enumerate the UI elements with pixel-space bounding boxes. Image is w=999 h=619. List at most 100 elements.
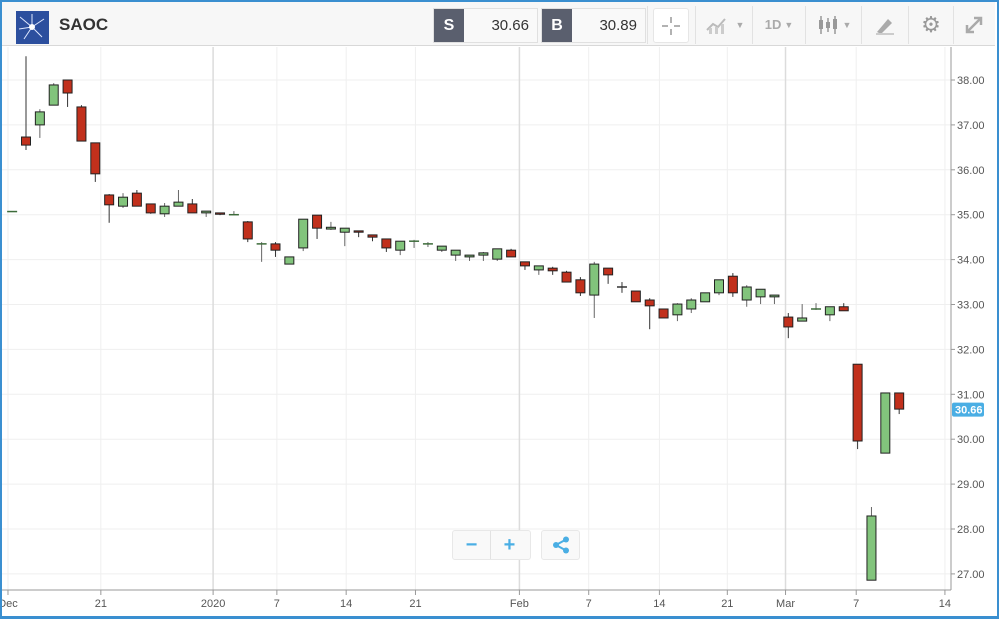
zoom-in-button[interactable]: + — [503, 533, 516, 556]
divider — [908, 6, 909, 44]
candle-body — [838, 306, 849, 312]
candle — [603, 267, 614, 284]
candle-body — [131, 192, 142, 207]
candle — [811, 303, 822, 310]
candle — [797, 304, 808, 322]
candle-body — [672, 303, 683, 316]
x-tick-label: 14 — [340, 598, 352, 610]
candle — [201, 210, 212, 217]
candle — [312, 214, 323, 239]
y-tick-label: 29.00 — [957, 479, 985, 491]
candle — [395, 240, 406, 256]
candle — [519, 261, 530, 270]
x-tick-label: 2020 — [201, 598, 225, 610]
toolbar: SAOC S 30.66 B 30.89 ▼ 1D ▼ ▼ ⚙ — [2, 2, 995, 46]
candle-body — [783, 316, 794, 328]
candle-body — [686, 299, 697, 310]
interval-label: 1D — [764, 17, 782, 32]
current-price-tag — [952, 402, 984, 417]
candle — [575, 277, 586, 296]
candle — [48, 83, 59, 106]
candle-body — [159, 205, 170, 215]
gear-icon: ⚙ — [921, 11, 941, 37]
candle — [21, 56, 31, 151]
candle — [242, 220, 253, 243]
candle — [492, 248, 503, 261]
x-tick-label: Feb — [510, 598, 529, 610]
symbol-name: SAOC — [59, 15, 109, 34]
candle-body — [90, 142, 101, 175]
y-tick-label: 34.00 — [957, 255, 985, 267]
current-price-label: 30.66 — [955, 405, 983, 417]
share-icon — [552, 536, 569, 554]
candle-body — [575, 279, 586, 294]
candle-body — [630, 290, 641, 303]
share-button[interactable] — [542, 531, 579, 559]
candle-body — [797, 317, 808, 322]
candle — [755, 288, 766, 305]
x-tick-label: 7 — [853, 598, 859, 610]
company-logo — [16, 11, 49, 44]
candle-body — [339, 227, 350, 233]
candle-body — [741, 286, 752, 301]
candle-body — [62, 79, 73, 94]
crosshair-icon — [662, 16, 680, 35]
crosshair-button[interactable] — [653, 8, 689, 43]
candle — [422, 242, 433, 248]
candle-style-button[interactable]: ▼ — [812, 8, 856, 41]
candle-body — [755, 288, 766, 298]
candle-body — [464, 254, 475, 258]
candle — [298, 218, 309, 252]
candle — [727, 273, 738, 297]
chart-type-button[interactable]: ▼ — [702, 8, 748, 41]
candle-body — [478, 252, 489, 256]
candle-body — [201, 210, 212, 214]
candle — [464, 254, 475, 261]
candle — [630, 290, 641, 303]
y-tick-label: 35.00 — [957, 210, 985, 222]
x-tick-label: Dec — [0, 598, 18, 610]
y-tick-label: 28.00 — [957, 524, 985, 536]
candle — [284, 256, 295, 265]
interval-button[interactable]: 1D ▼ — [758, 8, 800, 41]
candle — [741, 285, 752, 307]
candle-body — [118, 196, 129, 207]
x-tick-label: 21 — [409, 598, 421, 610]
candle-body — [519, 261, 530, 267]
sell-quote[interactable]: S 30.66 — [433, 8, 538, 43]
candle-body — [173, 201, 184, 207]
candle-body — [215, 212, 226, 215]
x-tick-label: 21 — [721, 598, 733, 610]
candle-body — [589, 263, 600, 296]
candle-body — [561, 271, 572, 283]
candle-body — [533, 265, 544, 271]
candle-body — [145, 203, 156, 214]
drawing-tools-button[interactable] — [868, 8, 902, 41]
candle — [894, 392, 905, 415]
candle-body — [547, 267, 558, 272]
candle-body — [492, 248, 503, 260]
expand-icon — [965, 16, 983, 33]
candle-body — [21, 136, 31, 146]
candle — [880, 392, 891, 454]
candle — [187, 198, 198, 214]
candle — [852, 363, 863, 450]
settings-button[interactable]: ⚙ — [914, 8, 948, 41]
divider — [861, 6, 862, 44]
y-tick-label: 27.00 — [957, 569, 985, 581]
buy-quote[interactable]: B 30.89 — [541, 8, 646, 43]
zoom-out-button[interactable]: − — [453, 531, 491, 559]
candle — [34, 109, 45, 138]
candle — [672, 303, 683, 322]
x-tick-label: 14 — [939, 598, 951, 610]
candle — [686, 298, 697, 314]
fullscreen-button[interactable] — [957, 8, 991, 41]
candle-body — [506, 249, 517, 258]
drawing-icon — [876, 18, 894, 35]
candle-body — [450, 249, 461, 256]
candle — [339, 227, 350, 247]
divider — [695, 6, 696, 44]
candle — [866, 506, 877, 581]
candle-body — [658, 308, 669, 319]
